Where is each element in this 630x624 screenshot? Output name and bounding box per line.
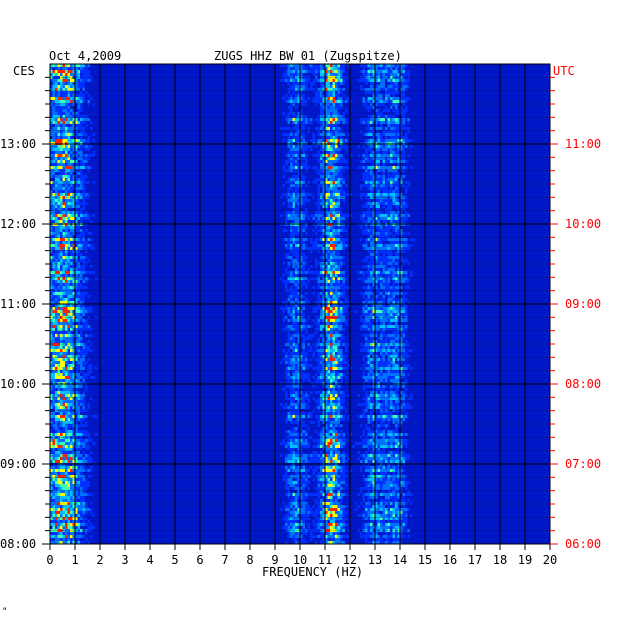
- x-tick-label: 15: [418, 553, 432, 567]
- left-time-tick-label: 13:00: [0, 137, 36, 151]
- x-tick-label: 12: [343, 553, 357, 567]
- x-tick-label: 4: [146, 553, 153, 567]
- footer-mark: ": [2, 607, 7, 617]
- x-tick-label: 11: [318, 553, 332, 567]
- chart-date: Oct 4,2009: [49, 49, 121, 63]
- x-tick-label: 7: [221, 553, 228, 567]
- x-tick-label: 19: [518, 553, 532, 567]
- right-time-tick-label: 09:00: [565, 297, 601, 311]
- x-tick-label: 10: [293, 553, 307, 567]
- x-tick-label: 14: [393, 553, 407, 567]
- x-tick-label: 2: [96, 553, 103, 567]
- right-time-tick-label: 10:00: [565, 217, 601, 231]
- left-time-tick-label: 12:00: [0, 217, 36, 231]
- x-tick-label: 18: [493, 553, 507, 567]
- left-time-tick-label: 11:00: [0, 297, 36, 311]
- right-time-axis: 06:00 07:00 08:00 09:00 10:00 11:00: [550, 76, 601, 551]
- left-time-tick-label: 10:00: [0, 377, 36, 391]
- right-time-tick-label: 11:00: [565, 137, 601, 151]
- right-time-tick-label: 08:00: [565, 377, 601, 391]
- x-tick-label: 3: [121, 553, 128, 567]
- chart-station-title: ZUGS HHZ BW 01 (Zugspitze): [214, 49, 402, 63]
- x-tick-label: 6: [196, 553, 203, 567]
- x-axis-label: FREQUENCY (HZ): [262, 565, 363, 579]
- x-tick-label: 20: [543, 553, 557, 567]
- left-timezone-label: CES: [13, 64, 35, 78]
- x-tick-label: 9: [271, 553, 278, 567]
- x-tick-label: 8: [246, 553, 253, 567]
- right-timezone-label: UTC: [553, 64, 575, 78]
- right-time-tick-label: 06:00: [565, 537, 601, 551]
- left-time-axis: 08:00 09:00 10:00 11:00 12:00 13:00: [0, 76, 50, 551]
- x-tick-label: 17: [468, 553, 482, 567]
- grid-lines: [49, 63, 551, 545]
- left-time-tick-label: 08:00: [0, 537, 36, 551]
- left-time-tick-label: 09:00: [0, 457, 36, 471]
- frequency-axis: 0 1 2 3 4 5 6 7 8 9 10 11 12 13 14 15 16 17 18 19 20: [46, 544, 557, 567]
- x-tick-label: 0: [46, 553, 53, 567]
- right-time-tick-label: 07:00: [565, 457, 601, 471]
- x-tick-label: 5: [171, 553, 178, 567]
- x-tick-label: 16: [443, 553, 457, 567]
- x-tick-label: 13: [368, 553, 382, 567]
- x-tick-label: 1: [71, 553, 78, 567]
